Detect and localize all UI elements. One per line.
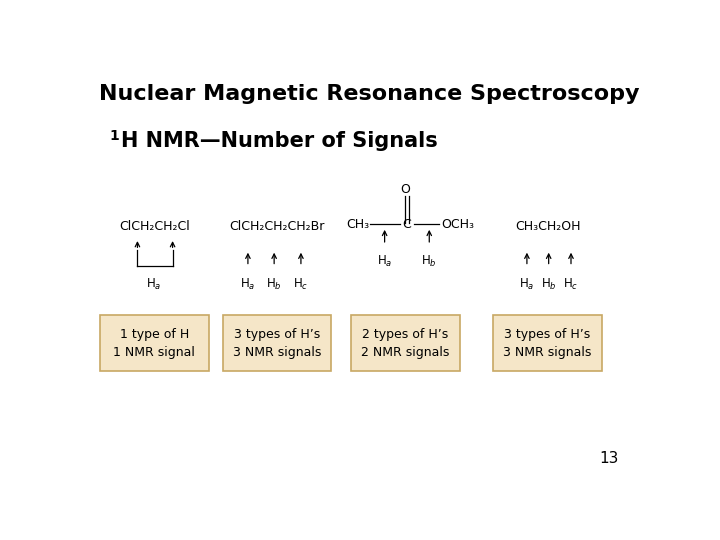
- Text: Nuclear Magnetic Resonance Spectroscopy: Nuclear Magnetic Resonance Spectroscopy: [99, 84, 639, 104]
- Text: 3 NMR signals: 3 NMR signals: [503, 346, 592, 359]
- Text: H$_b$: H$_b$: [541, 277, 557, 292]
- FancyBboxPatch shape: [222, 315, 331, 372]
- Text: 3 NMR signals: 3 NMR signals: [233, 346, 321, 359]
- Text: ClCH₂CH₂CH₂Br: ClCH₂CH₂CH₂Br: [229, 220, 325, 233]
- Text: H NMR—Number of Signals: H NMR—Number of Signals: [121, 131, 438, 151]
- Text: H$_c$: H$_c$: [563, 277, 579, 292]
- Text: H$_b$: H$_b$: [421, 254, 437, 269]
- Text: 1 type of H: 1 type of H: [120, 328, 189, 341]
- Text: H$_a$: H$_a$: [146, 277, 162, 292]
- Text: H$_a$: H$_a$: [519, 277, 535, 292]
- FancyBboxPatch shape: [100, 315, 209, 372]
- Text: 3 types of H’s: 3 types of H’s: [505, 328, 590, 341]
- FancyBboxPatch shape: [351, 315, 459, 372]
- Text: CH₃: CH₃: [346, 218, 369, 231]
- Text: 1: 1: [109, 129, 120, 143]
- Text: OCH₃: OCH₃: [441, 218, 474, 231]
- Text: 3 types of H’s: 3 types of H’s: [234, 328, 320, 341]
- Text: H$_a$: H$_a$: [240, 277, 256, 292]
- Text: O: O: [400, 183, 410, 196]
- Text: H$_c$: H$_c$: [293, 277, 309, 292]
- Text: C: C: [402, 218, 411, 231]
- Text: 2 NMR signals: 2 NMR signals: [361, 346, 449, 359]
- FancyBboxPatch shape: [493, 315, 602, 372]
- Text: CH₃CH₂OH: CH₃CH₂OH: [515, 220, 580, 233]
- Text: 1 NMR signal: 1 NMR signal: [113, 346, 195, 359]
- Text: 2 types of H’s: 2 types of H’s: [362, 328, 449, 341]
- Text: ClCH₂CH₂Cl: ClCH₂CH₂Cl: [119, 220, 189, 233]
- Text: H$_a$: H$_a$: [377, 254, 392, 269]
- Text: 13: 13: [599, 451, 618, 466]
- Text: H$_b$: H$_b$: [266, 277, 282, 292]
